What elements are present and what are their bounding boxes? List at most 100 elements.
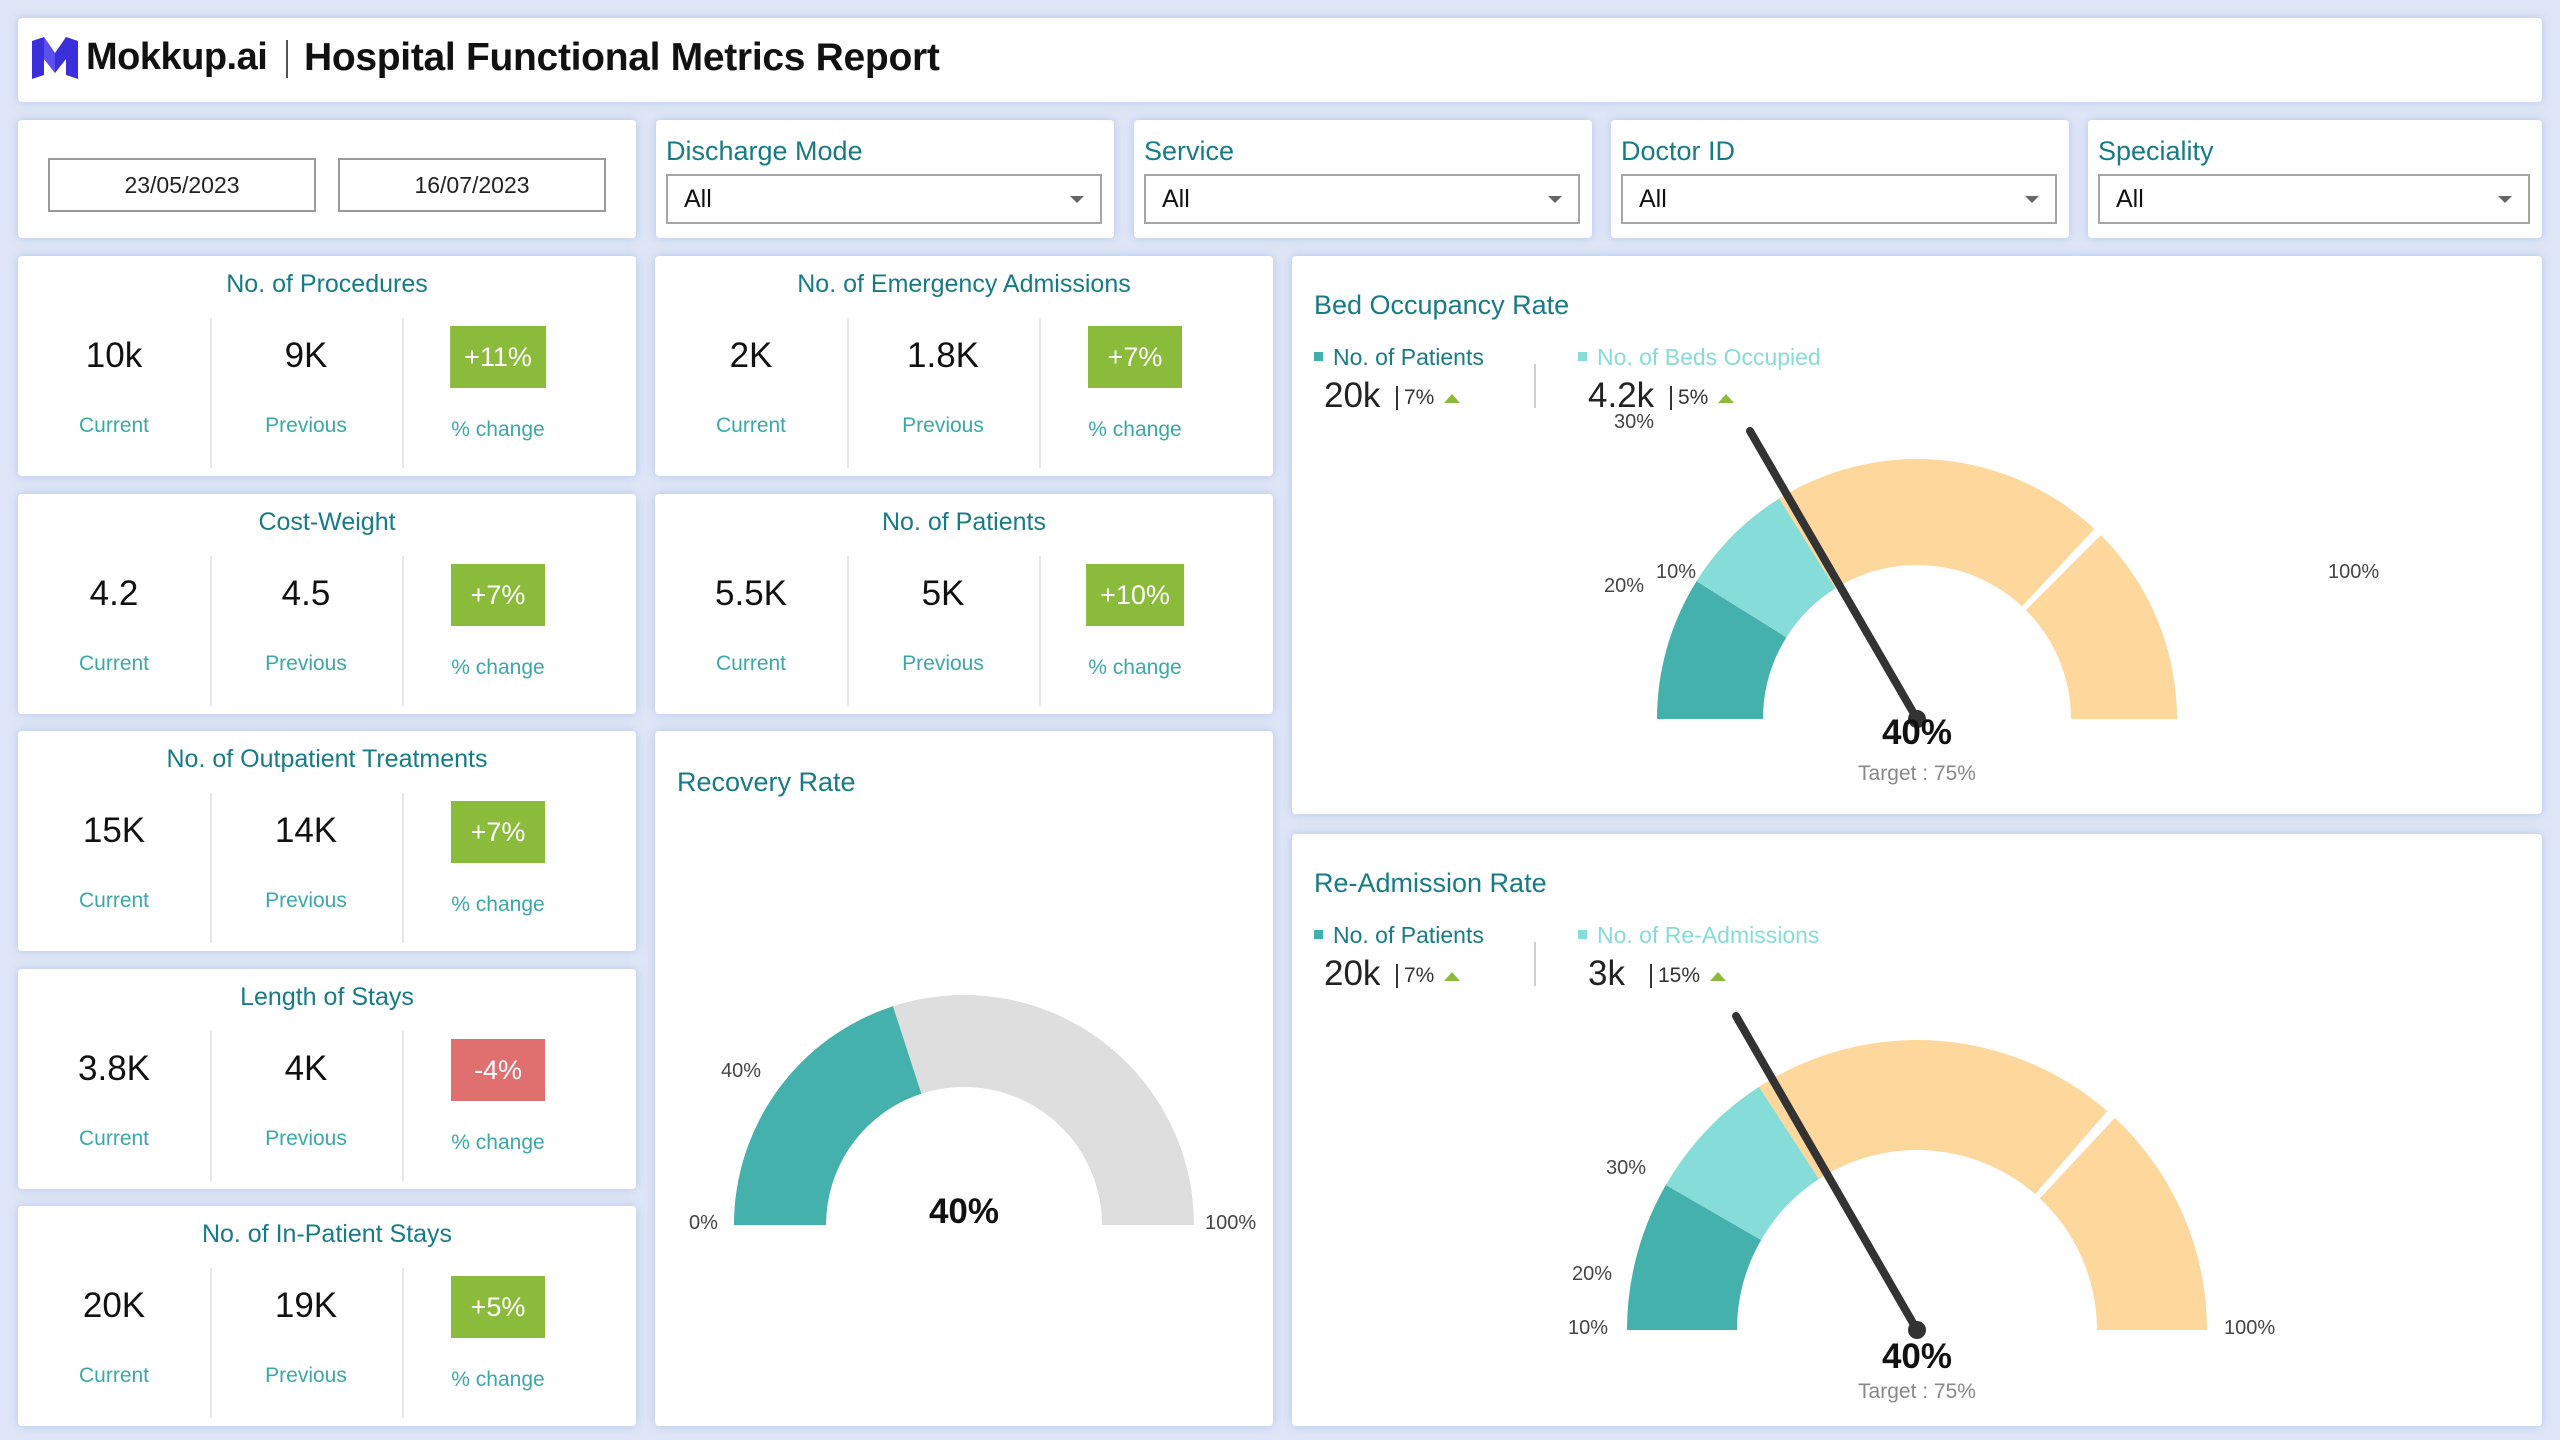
doctor-id-filter: Doctor ID All — [1611, 120, 2069, 238]
kpi-title: No. of In-Patient Stays — [201, 1220, 453, 1248]
kpi-title: Length of Stays — [240, 983, 414, 1011]
kpi-current-label: Current — [78, 414, 150, 437]
readm-gauge-target: Target : 75% — [1858, 1380, 1976, 1403]
bed-gauge-label-30: 30% — [1614, 411, 1654, 433]
kpi-change-label: % change — [1088, 418, 1182, 441]
gauge-zone — [1665, 1086, 1819, 1240]
readmission-gauge: 10% 20% 30% 100% 40% Target : 75% — [1568, 1012, 2275, 1403]
kpi-change: +7% % change — [402, 785, 594, 935]
kpi-current-label: Current — [78, 1364, 150, 1387]
kpi-title: No. of Patients — [882, 508, 1046, 536]
kpi-change-badge: +7% — [451, 801, 545, 863]
date-from-input[interactable]: 23/05/2023 — [48, 158, 316, 212]
kpi-title: No. of Procedures — [226, 270, 428, 298]
kpi-change-badge: +7% — [1088, 326, 1182, 388]
chevron-down-icon — [1070, 196, 1084, 203]
kpi-current-label: Current — [715, 414, 787, 437]
gauge-zone — [1657, 581, 1787, 719]
kpi-divider — [402, 1268, 404, 1418]
header-divider — [286, 40, 288, 78]
doctor-id-select[interactable]: All — [1621, 174, 2057, 224]
kpi-current: 4.2 Current — [18, 548, 210, 698]
kpi-divider — [847, 556, 849, 706]
up-arrow-icon — [1710, 971, 1727, 981]
up-arrow-icon — [1444, 393, 1461, 403]
speciality-select[interactable]: All — [2098, 174, 2530, 224]
kpi-change-label: % change — [451, 893, 545, 916]
kpi-previous-label: Previous — [902, 414, 984, 437]
kpi-change-label: % change — [451, 1131, 545, 1154]
kpi-change: -4% % change — [402, 1023, 594, 1173]
service-select[interactable]: All — [1144, 174, 1580, 224]
chevron-down-icon — [1548, 196, 1562, 203]
kpi-previous-label: Previous — [265, 1364, 347, 1387]
kpi-current-value: 10k — [85, 336, 143, 375]
legend-patients: No. of Patients — [1314, 344, 1484, 371]
legend-readmissions-pct: 15% — [1650, 964, 1727, 988]
kpi-previous-value: 5K — [921, 574, 965, 613]
discharge-mode-select[interactable]: All — [666, 174, 1102, 224]
kpi-divider — [210, 318, 212, 468]
doctor-id-label: Doctor ID — [1621, 136, 1736, 166]
brand-name: Mokkup.ai — [86, 36, 268, 78]
kpi-current-value: 4.2 — [89, 574, 139, 613]
kpi-title: No. of Emergency Admissions — [797, 270, 1131, 298]
kpi-previous: 4.5 Previous — [210, 548, 402, 698]
kpi-previous-value: 9K — [284, 336, 328, 375]
kpi-current-value: 20K — [82, 1286, 146, 1325]
legend-divider — [1534, 942, 1536, 986]
bed-occupancy-panel: Bed Occupancy Rate No. of Patients 20k 7… — [1292, 256, 2542, 814]
kpi-divider — [210, 793, 212, 943]
kpi-previous-value: 4.5 — [281, 574, 331, 613]
kpi-change-badge: +5% — [451, 1276, 545, 1338]
bed-gauge-target: Target : 75% — [1858, 762, 1976, 785]
up-arrow-icon — [1718, 393, 1735, 403]
kpi-current-value: 3.8K — [78, 1049, 150, 1088]
readm-gauge-value: 40% — [1882, 1337, 1952, 1376]
kpi-divider — [210, 1268, 212, 1418]
kpi-current-label: Current — [78, 1127, 150, 1150]
kpi-card-cost-weight: Cost-Weight 4.2 Current 4.5 Previous +7%… — [18, 494, 636, 714]
kpi-card-outpatient: No. of Outpatient Treatments 15K Current… — [18, 731, 636, 951]
gauge-zone — [1759, 1040, 2108, 1195]
kpi-previous-label: Previous — [265, 414, 347, 437]
recovery-gauge-fill — [734, 1006, 922, 1225]
kpi-change: +7% % change — [1039, 310, 1231, 460]
kpi-current: 3.8K Current — [18, 1023, 210, 1173]
kpi-previous-value: 19K — [274, 1286, 338, 1325]
recovery-rate-title: Recovery Rate — [677, 767, 856, 797]
recovery-max-label: 100% — [1205, 1212, 1256, 1234]
kpi-previous-label: Previous — [265, 889, 347, 912]
speciality-label: Speciality — [2098, 136, 2214, 166]
kpi-previous-value: 4K — [284, 1049, 328, 1088]
gauge-needle — [1746, 427, 1921, 723]
kpi-current: 20K Current — [18, 1260, 210, 1410]
date-to-input[interactable]: 16/07/2023 — [338, 158, 606, 212]
legend-beds-pct: 5% — [1670, 386, 1735, 410]
kpi-previous-label: Previous — [265, 1127, 347, 1150]
kpi-previous-label: Previous — [902, 652, 984, 675]
chevron-down-icon — [2498, 196, 2512, 203]
speciality-value: All — [2116, 184, 2144, 213]
kpi-title: Cost-Weight — [258, 508, 396, 536]
kpi-change: +5% % change — [402, 1260, 594, 1410]
bed-gauge-label-min: 10% — [1656, 561, 1696, 583]
kpi-divider — [847, 318, 849, 468]
kpi-change-badge: +7% — [451, 564, 545, 626]
speciality-filter: Speciality All — [2088, 120, 2542, 238]
kpi-title: No. of Outpatient Treatments — [166, 745, 488, 773]
legend-patients-value: 20k — [1324, 954, 1381, 993]
date-range-filter: 23/05/2023 16/07/2023 — [18, 120, 636, 238]
kpi-current-label: Current — [78, 652, 150, 675]
bed-gauge-label-20: 20% — [1604, 575, 1644, 597]
kpi-change-badge: +10% — [1086, 564, 1184, 626]
readmission-title: Re-Admission Rate — [1314, 868, 1547, 898]
gauge-zone — [2025, 535, 2177, 719]
kpi-current-value: 5.5K — [715, 574, 787, 613]
kpi-change: +10% % change — [1039, 548, 1231, 698]
kpi-change-label: % change — [1088, 656, 1182, 679]
kpi-change-label: % change — [451, 656, 545, 679]
gauge-zone — [1779, 459, 2095, 607]
up-arrow-icon — [1444, 971, 1461, 981]
kpi-previous-value: 1.8K — [907, 336, 979, 375]
